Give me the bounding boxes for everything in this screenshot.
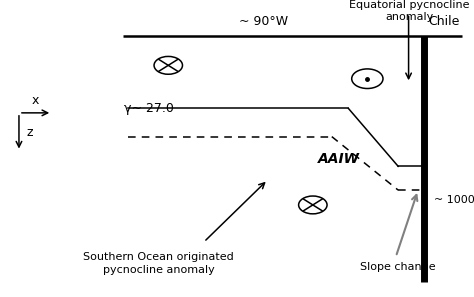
Text: Chile: Chile bbox=[428, 15, 459, 28]
Text: z: z bbox=[26, 126, 33, 139]
Text: ~ 90°W: ~ 90°W bbox=[238, 15, 288, 28]
Text: x: x bbox=[32, 94, 39, 107]
Text: γ~ 27.0: γ~ 27.0 bbox=[124, 102, 174, 115]
Text: ~ 1000m: ~ 1000m bbox=[434, 195, 474, 206]
Text: Equatorial pycnocline
anomaly: Equatorial pycnocline anomaly bbox=[349, 0, 469, 22]
Text: Southern Ocean originated
pycnocline anomaly: Southern Ocean originated pycnocline ano… bbox=[83, 252, 234, 275]
Text: Slope change: Slope change bbox=[360, 262, 436, 272]
Text: AAIW: AAIW bbox=[318, 152, 359, 166]
